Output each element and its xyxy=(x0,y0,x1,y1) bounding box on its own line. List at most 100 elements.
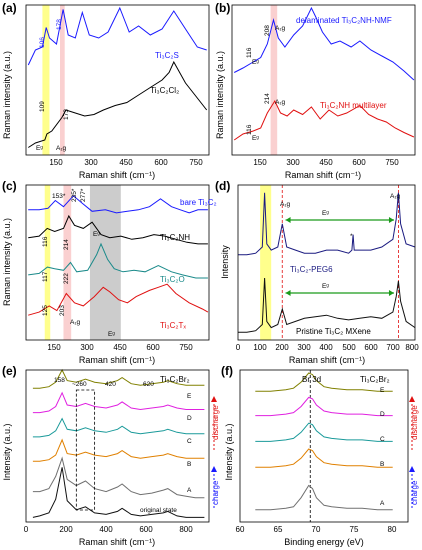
mode-label: Eᵍ xyxy=(252,59,259,66)
panel-e-xtick: 0 xyxy=(24,525,29,534)
panel-f-xlabel: Binding energy (eV) xyxy=(284,537,364,547)
series-label: Pristine Ti₃C₂ MXene xyxy=(296,327,371,336)
series-line xyxy=(32,456,205,499)
panel-d-xtick: 600 xyxy=(364,343,378,352)
panel-f-frame xyxy=(239,369,409,523)
curve-label: B xyxy=(187,461,191,468)
series-line xyxy=(32,438,205,462)
panel-b-label: (b) xyxy=(215,1,230,15)
panel-d-xtick: 100 xyxy=(253,343,267,352)
panel-d-xtick: 300 xyxy=(297,343,311,352)
series-line xyxy=(238,277,416,333)
arrow-head xyxy=(285,217,291,223)
panel-c-plot xyxy=(28,185,209,340)
curve-label: D xyxy=(187,415,192,422)
series-label: Ti₃C₂NH xyxy=(160,233,190,242)
side-label: discharge xyxy=(410,405,419,440)
panel-f-xtick: 60 xyxy=(236,525,245,534)
peak-label: 106 xyxy=(39,37,46,48)
highlight-band xyxy=(89,185,121,340)
curve-label: original state xyxy=(140,507,177,514)
panel-f-xtick: 65 xyxy=(274,525,283,534)
highlight-band xyxy=(63,185,72,340)
panel-e-title: Ti₃C₂Br₂ xyxy=(160,375,190,384)
panel-a-xtick: 150 xyxy=(49,158,63,167)
panel-b-xtick: 450 xyxy=(319,158,333,167)
panel-c-ylabel: Raman intensity (a.u.) xyxy=(2,218,12,306)
panel-e-frame xyxy=(25,369,210,523)
series-label: Ti₃C₂O xyxy=(160,275,185,284)
panel-d: (d) Intensity Raman shift (cm⁻¹) 0 100 2… xyxy=(215,179,419,365)
peak-label: 116 xyxy=(42,236,49,247)
peak-label: 153* xyxy=(52,193,66,200)
arrow-head xyxy=(388,217,394,223)
peak-label: 222 xyxy=(63,273,70,284)
series-line xyxy=(28,195,208,214)
series-line xyxy=(255,484,393,511)
panel-d-label: (d) xyxy=(215,179,230,193)
panel-a: (a) Raman intensity (a.u.) Raman shift (… xyxy=(2,1,210,180)
panel-d-xtick: 500 xyxy=(342,343,356,352)
peak-label: 125 xyxy=(42,305,49,316)
peak-label: 208 xyxy=(264,25,271,36)
series-line xyxy=(255,396,393,417)
panel-e-xtick: 400 xyxy=(99,525,113,534)
side-label: charge xyxy=(410,480,419,505)
panel-c-label: (c) xyxy=(2,179,17,193)
highlight-band xyxy=(270,5,278,155)
panel-c-xtick: 150 xyxy=(47,343,61,352)
panel-e-xtick: 600 xyxy=(139,525,153,534)
curve-label: B xyxy=(380,461,384,468)
peak-label: 117 xyxy=(42,271,49,282)
panel-e-xlabel: Raman shift (cm⁻¹) xyxy=(79,537,155,547)
panel-b-ylabel: Raman intensity (a.u.) xyxy=(215,51,225,139)
curve-label: C xyxy=(380,436,385,443)
panel-b-plot xyxy=(233,5,415,155)
series-line xyxy=(238,192,416,256)
peak-label: ~260 xyxy=(72,381,87,388)
panel-a-xlabel: Raman shift (cm⁻¹) xyxy=(79,170,155,180)
arrow-head xyxy=(409,466,415,472)
mode-label: A₁g xyxy=(56,145,67,152)
mode-label: Eᵍ xyxy=(108,331,115,338)
panel-a-xtick: 300 xyxy=(84,158,98,167)
series-line xyxy=(28,60,208,148)
panel-c-xlabel: Raman shift (cm⁻¹) xyxy=(79,355,155,365)
panel-d-ylabel: Intensity xyxy=(220,245,230,279)
peak-label: 203 xyxy=(59,305,66,316)
panel-a-xtick: 750 xyxy=(189,158,203,167)
series-label: Ti₃C₂Tₓ xyxy=(160,321,186,330)
arrow-head xyxy=(211,466,217,472)
highlight-band xyxy=(260,185,272,340)
panel-d-plot xyxy=(238,185,416,340)
series-line xyxy=(255,422,393,442)
panel-d-xtick: 400 xyxy=(319,343,333,352)
series-line xyxy=(28,242,208,279)
highlight-band xyxy=(42,5,50,155)
peak-label: 109 xyxy=(39,101,46,112)
panel-e-label: (e) xyxy=(2,364,17,378)
mode-label: A₁g xyxy=(70,319,81,326)
mode-label: Eᵍ xyxy=(93,231,100,238)
mode-label: A₁g xyxy=(275,25,286,32)
series-label: delaminated Ti₃C₂NH-NMF xyxy=(296,16,392,25)
curve-label: A xyxy=(187,487,192,494)
panel-e-xtick: 800 xyxy=(179,525,193,534)
panel-c-frame xyxy=(25,184,210,341)
panel-b-xlabel: Raman shift (cm⁻¹) xyxy=(285,170,361,180)
panel-a-frame xyxy=(25,4,210,156)
panel-f-title: Ti₃C₂Br₂ xyxy=(360,375,390,384)
peak-label: 214 xyxy=(63,239,70,250)
peak-label: 235* xyxy=(71,188,78,202)
panel-f: (f) Intensity (a.u.) Binding energy (eV)… xyxy=(221,364,419,547)
panel-f-plot xyxy=(255,370,415,522)
panel-f-ylabel: Intensity (a.u.) xyxy=(224,423,234,480)
series-line xyxy=(32,391,205,414)
panel-c-xtick: 600 xyxy=(146,343,160,352)
peak-label: 173 xyxy=(63,109,70,120)
panel-a-ylabel: Raman intensity (a.u.) xyxy=(2,51,12,139)
panel-a-plot xyxy=(27,5,208,155)
series-line xyxy=(32,417,205,438)
side-label: charge xyxy=(211,480,220,505)
